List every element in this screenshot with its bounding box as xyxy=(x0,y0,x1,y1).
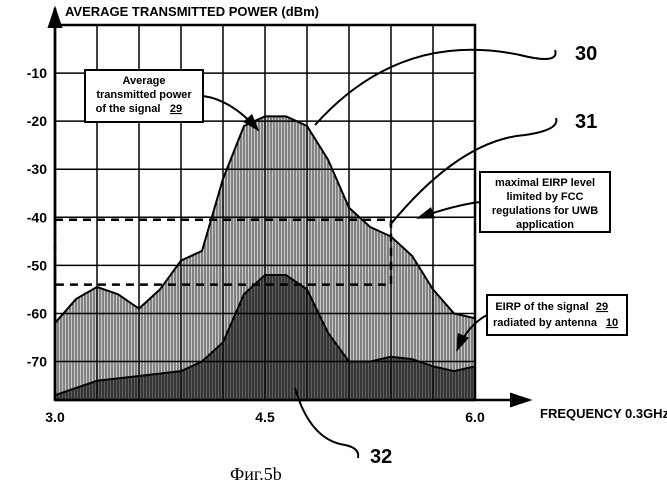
chart-container: -10 -20 -30 -40 -50 -60 -70 3.0 4.5 6.0 AVERAGE … xyxy=(0,0,667,500)
svg-text:-40: -40 xyxy=(27,209,47,225)
svg-text:3.0: 3.0 xyxy=(45,409,65,425)
svg-text:-60: -60 xyxy=(27,305,47,321)
x-tick-labels: 3.0 4.5 6.0 xyxy=(45,409,485,425)
avg-power-l2: transmitted power xyxy=(96,89,192,101)
y-tick-labels: -10 -20 -30 -40 -50 -60 -70 xyxy=(27,65,47,369)
svg-text:-30: -30 xyxy=(27,161,47,177)
svg-text:-10: -10 xyxy=(27,65,47,81)
fcc-l2: limited by FCC xyxy=(506,191,583,203)
callout-32: 32 xyxy=(370,446,392,468)
svg-text:-20: -20 xyxy=(27,113,47,129)
fcc-l3: regulations for UWB xyxy=(492,205,598,217)
svg-text:-50: -50 xyxy=(27,257,47,273)
chart-svg: -10 -20 -30 -40 -50 -60 -70 3.0 4.5 6.0 AVERAGE … xyxy=(0,0,667,500)
callout-31: 31 xyxy=(575,111,597,133)
callout-30: 30 xyxy=(575,43,597,65)
avg-power-l1: Average xyxy=(122,75,165,87)
fcc-l4: application xyxy=(516,219,574,231)
svg-text:4.5: 4.5 xyxy=(255,409,275,425)
y-axis-title: AVERAGE TRANSMITTED POWER (dBm) xyxy=(65,4,319,19)
fcc-l1: maximal EIRP level xyxy=(495,177,595,189)
figure-caption: Фиг.5b xyxy=(230,464,282,484)
svg-text:-70: -70 xyxy=(27,354,47,370)
avg-power-l3: of the signal29 xyxy=(96,103,183,115)
x-axis-title: FREQUENCY 0.3GHz/DIV xyxy=(540,406,667,421)
svg-text:6.0: 6.0 xyxy=(465,409,485,425)
